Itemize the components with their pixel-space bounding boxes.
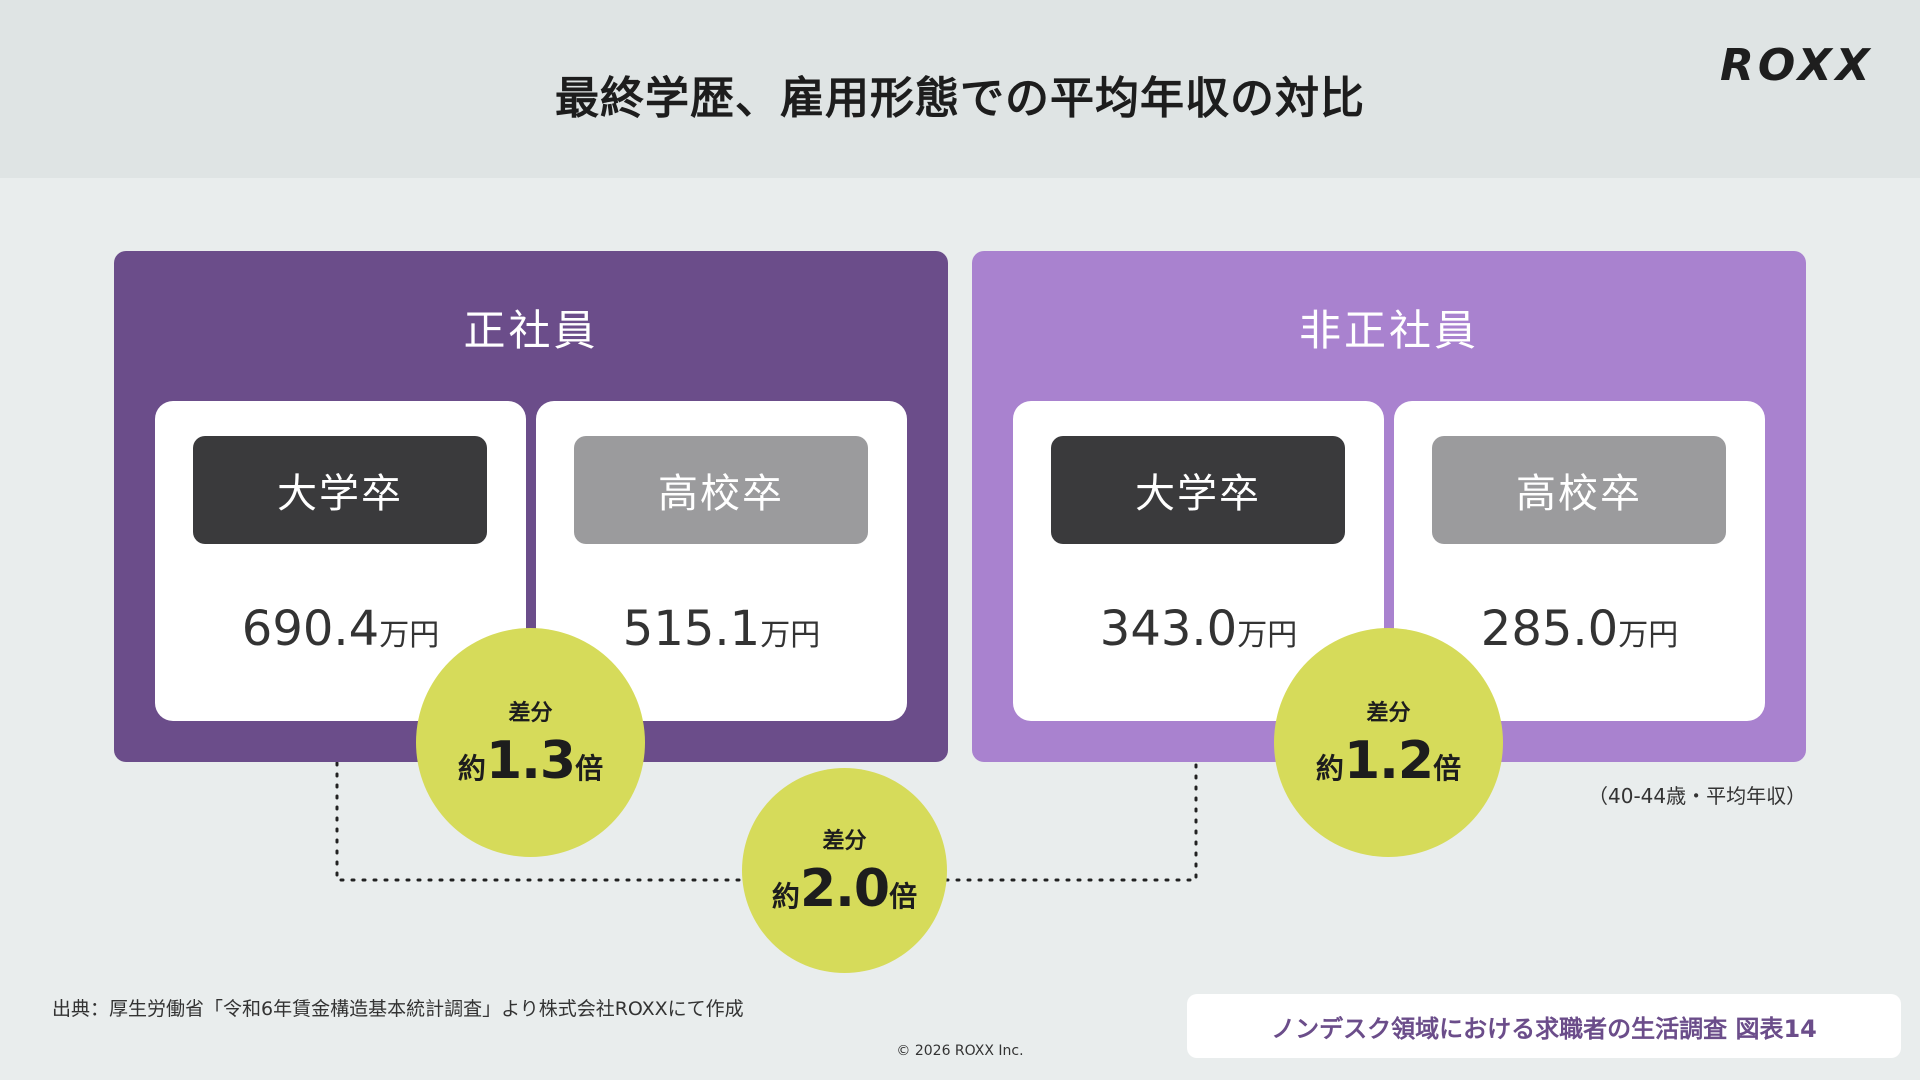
salary-unit: 万円 <box>760 618 821 653</box>
diff-suffix: 倍 <box>575 751 604 785</box>
panel-title: 正社員 <box>463 306 599 355</box>
salary-number: 690.4 <box>241 601 380 657</box>
salary-value: 690.4万円 <box>155 601 526 657</box>
salary-value: 343.0万円 <box>1013 601 1384 657</box>
diff-prefix: 約 <box>457 751 486 785</box>
panel-nonregular-employee: 非正社員 大学卒 343.0万円 高校卒 285.0万円 <box>972 251 1806 762</box>
diff-label: 差分 <box>822 828 867 854</box>
diff-prefix: 約 <box>771 879 800 913</box>
source-citation: 出典：厚生労働省「令和6年賃金構造基本統計調査」より株式会社ROXXにて作成 <box>52 998 744 1020</box>
header-band: 最終学歴、雇用形態での平均年収の対比 ROXX <box>0 0 1920 178</box>
diff-ratio: 約2.0倍 <box>772 859 917 919</box>
salary-number: 515.1 <box>622 601 761 657</box>
card-university: 大学卒 343.0万円 <box>1013 401 1384 721</box>
age-note: （40-44歳・平均年収） <box>1588 784 1807 808</box>
page-title: 最終学歴、雇用形態での平均年収の対比 <box>555 73 1365 124</box>
figure-label: ノンデスク領域における求職者の生活調査 図表14 <box>1271 1014 1817 1043</box>
panel-title: 非正社員 <box>1298 306 1479 355</box>
figure-label-box: ノンデスク領域における求職者の生活調査 図表14 <box>1187 994 1901 1058</box>
diff-label: 差分 <box>508 700 553 726</box>
diff-number: 1.3 <box>485 730 576 791</box>
badge-university: 大学卒 <box>1051 436 1345 544</box>
diff-circle-cross: 差分 約2.0倍 <box>742 768 947 973</box>
diff-ratio: 約1.2倍 <box>1316 731 1461 791</box>
badge-university: 大学卒 <box>193 436 487 544</box>
diff-circle-nonregular: 差分 約1.2倍 <box>1274 628 1503 857</box>
salary-unit: 万円 <box>1237 618 1298 653</box>
diff-ratio: 約1.3倍 <box>458 731 603 791</box>
diff-number: 2.0 <box>799 858 890 919</box>
diff-circle-regular: 差分 約1.3倍 <box>416 628 645 857</box>
roxx-logo: ROXX <box>1720 40 1874 91</box>
salary-unit: 万円 <box>1618 618 1679 653</box>
diff-suffix: 倍 <box>889 879 918 913</box>
diff-label: 差分 <box>1366 700 1411 726</box>
diff-number: 1.2 <box>1343 730 1434 791</box>
copyright: © 2026 ROXX Inc. <box>896 1043 1024 1059</box>
salary-number: 285.0 <box>1480 601 1619 657</box>
badge-highschool: 高校卒 <box>1432 436 1726 544</box>
diff-suffix: 倍 <box>1433 751 1462 785</box>
card-university: 大学卒 690.4万円 <box>155 401 526 721</box>
salary-value: 285.0万円 <box>1394 601 1765 657</box>
salary-unit: 万円 <box>379 618 440 653</box>
badge-highschool: 高校卒 <box>574 436 868 544</box>
salary-value: 515.1万円 <box>536 601 907 657</box>
diff-prefix: 約 <box>1315 751 1344 785</box>
salary-number: 343.0 <box>1099 601 1238 657</box>
